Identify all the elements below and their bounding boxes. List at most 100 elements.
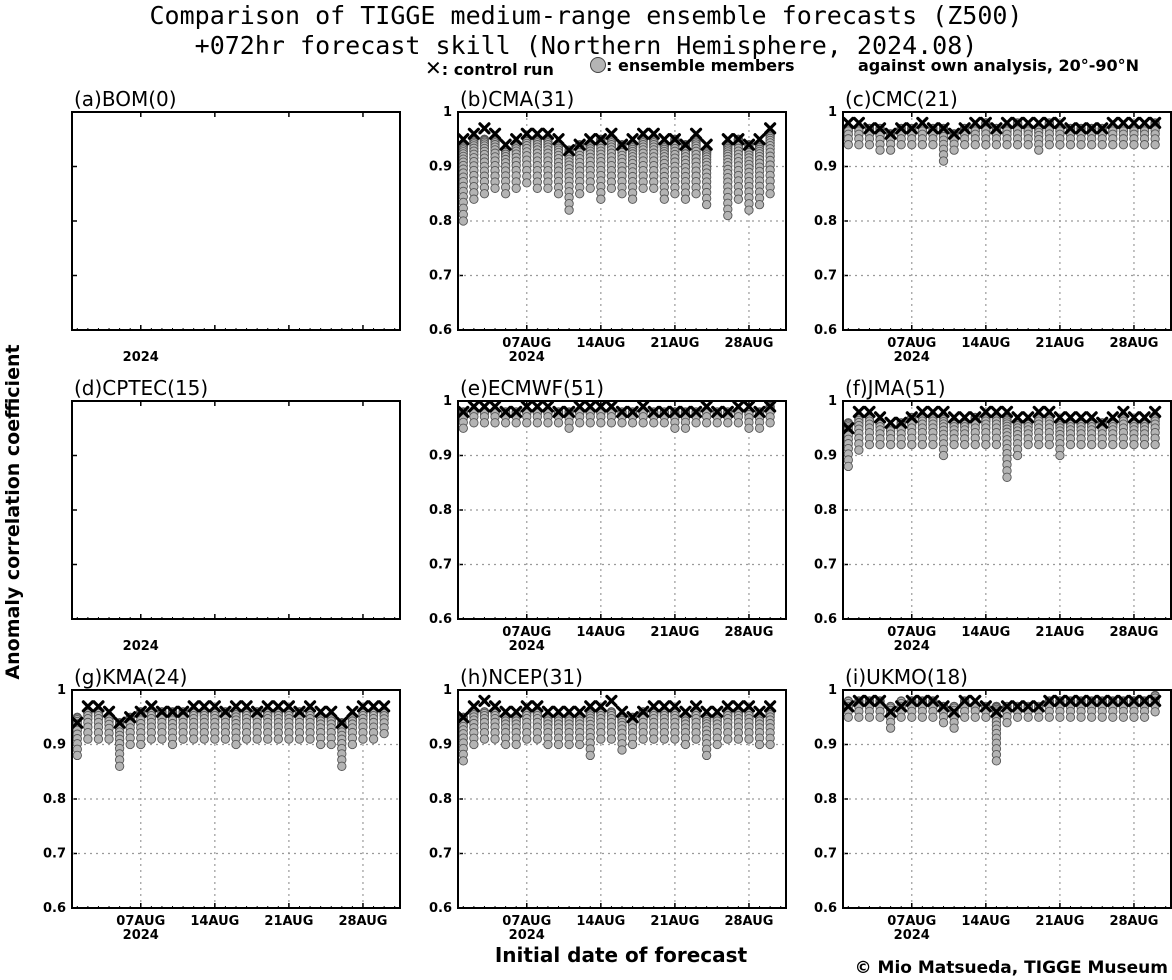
control-run-point xyxy=(510,133,523,146)
ensemble-member-point xyxy=(680,423,691,433)
ensemble-member-point xyxy=(1097,140,1107,150)
ensemble-member-point xyxy=(1076,140,1086,150)
ensemble-member-point xyxy=(199,734,209,744)
control-run-point xyxy=(732,700,745,713)
ensemble-member-point xyxy=(938,718,949,728)
ensemble-member-point xyxy=(970,439,980,450)
control-run-point xyxy=(605,694,618,707)
control-run-point xyxy=(594,700,607,713)
control-run-point xyxy=(937,405,950,418)
ensemble-member-point xyxy=(252,734,262,744)
control-marker-icon: ✕ xyxy=(425,56,442,80)
ensemble-member-point xyxy=(1139,712,1150,722)
control-run-point xyxy=(895,122,908,135)
chart-title: Comparison of TIGGE medium-range ensembl… xyxy=(149,1,1023,30)
x-tick-label: 21AUG xyxy=(650,914,699,929)
ensemble-member-point xyxy=(680,739,691,750)
x-tick-label: 21AUG xyxy=(650,336,699,351)
ensemble-member-point xyxy=(659,734,669,744)
ensemble-member-point xyxy=(1076,439,1086,450)
control-run-point xyxy=(637,705,650,718)
ensemble-member-point xyxy=(294,734,305,744)
x-tick-label: 21AUG xyxy=(1035,336,1084,351)
control-run-point xyxy=(753,405,766,418)
x-tick-label: 07AUG xyxy=(502,336,551,351)
y-tick-label: 0.7 xyxy=(814,847,837,862)
x-tick-label: 21AUG xyxy=(650,625,699,640)
control-run-point xyxy=(1085,122,1098,135)
control-run-point xyxy=(1022,700,1035,713)
control-run-point xyxy=(478,694,491,707)
y-tick-label: 0.8 xyxy=(814,214,837,229)
y-tick-label: 0.8 xyxy=(814,792,837,807)
plot-frame xyxy=(71,689,401,909)
ensemble-member-point xyxy=(458,423,468,433)
control-run-point xyxy=(1043,116,1056,129)
ensemble-member-point xyxy=(733,194,744,204)
ensemble-member-point xyxy=(458,756,468,766)
y-tick-label: 0.9 xyxy=(429,160,452,175)
y-tick-label: 0.6 xyxy=(429,612,452,627)
control-run-point xyxy=(753,705,766,718)
control-run-point xyxy=(1117,116,1130,129)
control-run-point xyxy=(303,700,317,713)
y-tick-label: 0.8 xyxy=(429,792,452,807)
control-run-point xyxy=(863,122,876,135)
legend-control: ✕: control run xyxy=(425,56,554,80)
control-run-point xyxy=(979,700,992,713)
ensemble-member-point xyxy=(72,750,82,761)
x-tick-label: 14AUG xyxy=(190,914,239,929)
control-run-point xyxy=(219,705,232,718)
ensemble-member-point xyxy=(1139,439,1150,450)
control-run-point xyxy=(367,700,380,713)
control-run-point xyxy=(605,127,618,140)
control-run-point xyxy=(626,133,639,146)
ensemble-member-point xyxy=(532,183,543,193)
control-run-point xyxy=(668,405,682,418)
ensemble-member-point xyxy=(114,761,125,771)
control-run-point xyxy=(1011,411,1024,424)
region-note: against own analysis, 20°-90°N xyxy=(858,56,1140,75)
control-run-point xyxy=(113,716,126,729)
ensemble-member-point xyxy=(907,439,917,450)
x-year-label: 2024 xyxy=(509,350,545,365)
ensemble-member-point xyxy=(754,423,765,433)
ensemble-member-point xyxy=(723,734,733,744)
x-year-label: 2024 xyxy=(894,928,930,943)
control-run-point xyxy=(478,122,491,135)
control-run-point xyxy=(679,405,692,418)
plot-frame xyxy=(842,689,1172,909)
control-run-point xyxy=(499,138,512,151)
ensemble-member-point xyxy=(241,734,252,744)
control-run-point xyxy=(1074,411,1088,424)
x-tick-label: 07AUG xyxy=(887,914,936,929)
control-run-point xyxy=(282,700,296,713)
legend-members-label: : ensemble members xyxy=(606,56,795,75)
ensemble-member-point xyxy=(1129,140,1139,150)
panel-title: (e)ECMWF(51) xyxy=(460,376,604,400)
y-tick-label: 0.8 xyxy=(43,792,66,807)
control-run-point xyxy=(947,705,961,718)
y-tick-label: 1 xyxy=(828,394,837,409)
x-tick-label: 07AUG xyxy=(116,914,165,929)
control-run-point xyxy=(531,127,544,140)
ensemble-member-point xyxy=(960,712,970,722)
plot-frame xyxy=(457,111,787,331)
control-run-point xyxy=(605,400,618,413)
ensemble-member-point xyxy=(991,756,1002,766)
control-run-point xyxy=(541,705,555,718)
control-run-point xyxy=(1138,116,1151,129)
control-run-point xyxy=(356,700,370,713)
ensemble-member-point xyxy=(617,745,627,755)
ensemble-member-point xyxy=(543,183,553,193)
control-run-point xyxy=(668,700,682,713)
control-run-point xyxy=(1011,116,1024,129)
control-run-point xyxy=(552,705,565,718)
control-run-point xyxy=(261,700,274,713)
ensemble-member-point xyxy=(532,734,543,744)
x-year-label: 2024 xyxy=(894,639,930,654)
y-tick-label: 0.7 xyxy=(429,558,452,573)
control-run-point xyxy=(314,705,327,718)
control-run-point xyxy=(926,122,940,135)
control-run-point xyxy=(531,700,544,713)
